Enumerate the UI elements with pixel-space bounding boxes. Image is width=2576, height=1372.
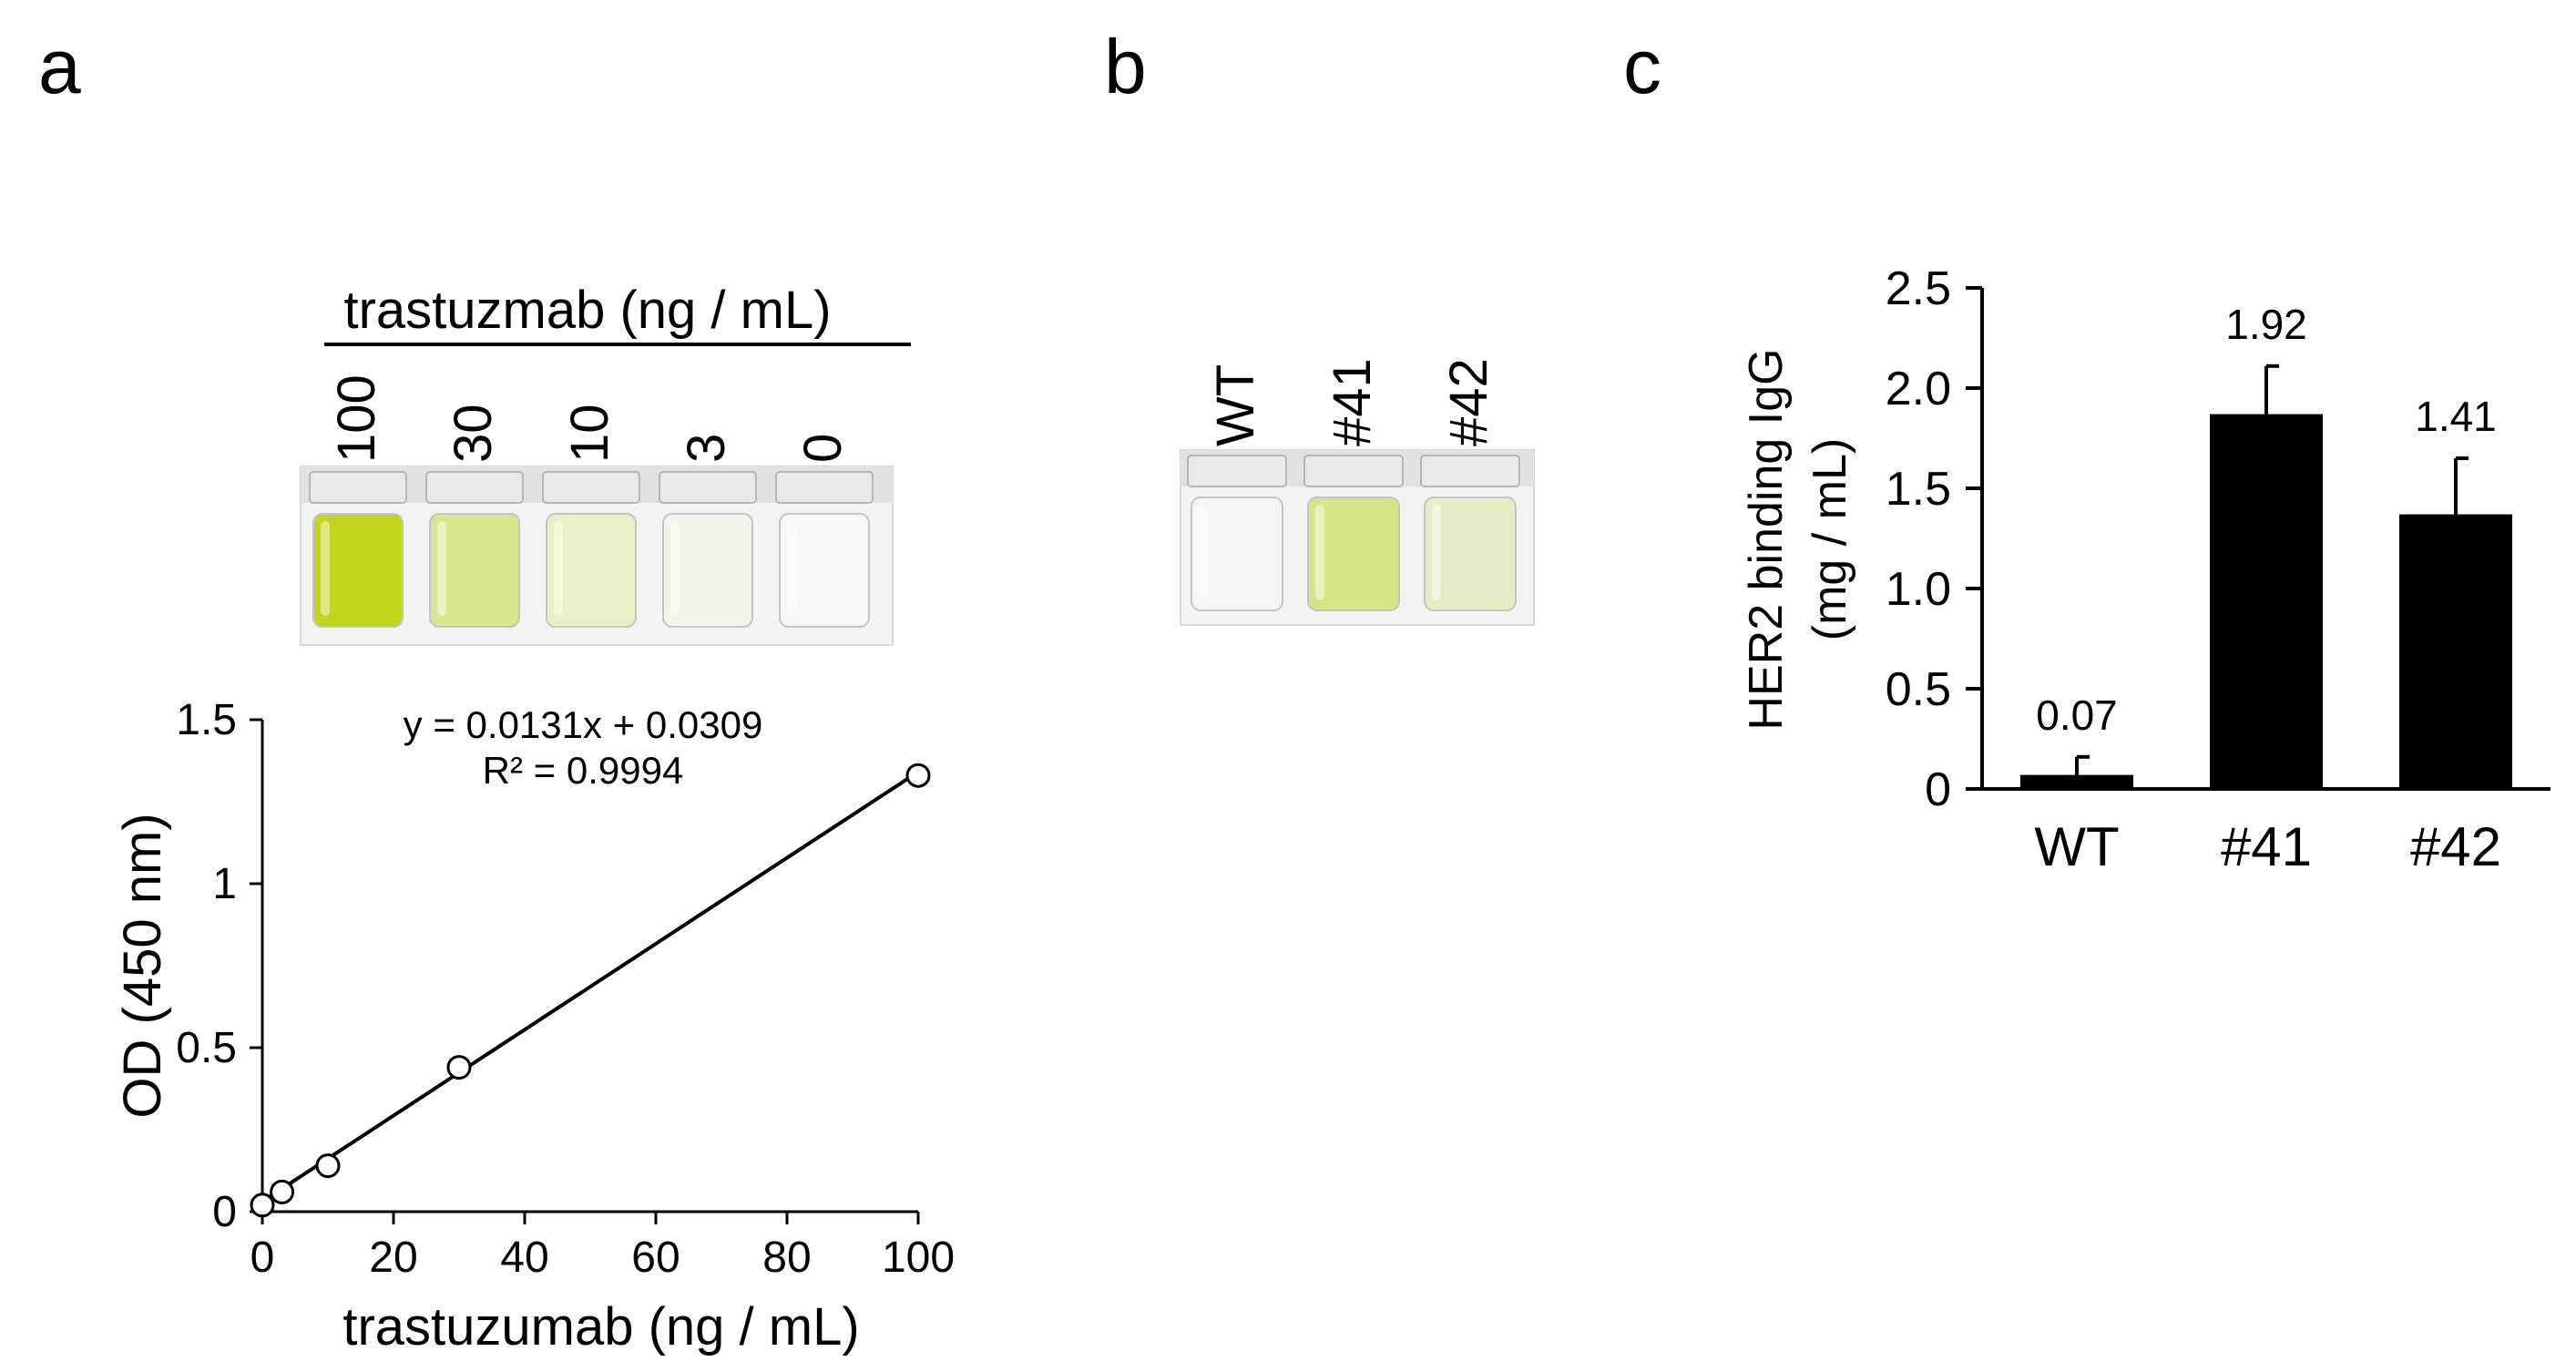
x-tick-label: 80	[762, 1234, 811, 1282]
vial-cap	[1187, 455, 1287, 487]
data-point	[250, 1193, 275, 1218]
vial	[1191, 497, 1283, 611]
vial-label: #42	[1439, 358, 1498, 446]
x-tick-label: 100	[882, 1234, 955, 1282]
vial-cap	[1303, 455, 1404, 487]
y-tick-label: 1.0	[1886, 563, 1951, 616]
bar	[2399, 514, 2512, 789]
x-category-label: #41	[2221, 816, 2312, 877]
bar	[2020, 774, 2133, 789]
chart-a-y-axis-label: OD (450 nm)	[113, 813, 172, 1118]
vial-label: #41	[1323, 358, 1382, 446]
x-tick-label: 60	[631, 1234, 680, 1282]
bar-value-label: 1.92	[2225, 301, 2307, 348]
standard-curve-axes: 0 20 40 60 80 100 0 0.5 1 1.5	[176, 696, 955, 1282]
vial	[1424, 497, 1517, 611]
bar-value-label: 0.07	[2036, 691, 2118, 739]
fit-equation: y = 0.0131x + 0.0309	[404, 703, 763, 746]
standard-curve-chart: 0 20 40 60 80 100 0 0.5 1 1.5 y = 0.0131x + 0.030…	[113, 696, 955, 1357]
photo-a-labels: 100 30 10 3 0	[327, 374, 853, 463]
vial-photo-a: trastuzmab (ng / mL) 100 30 10 3 0	[300, 281, 911, 646]
vial-label: 10	[560, 404, 619, 463]
y-tick-label: 1.5	[176, 696, 237, 744]
vial-label: 3	[677, 434, 736, 463]
y-tick-label: 0.5	[176, 1024, 237, 1072]
standard-curve-fit	[261, 770, 920, 1203]
vial-label: 0	[793, 434, 853, 463]
y-tick-label: 2.5	[1886, 262, 1951, 315]
y-tick-label: 1.5	[1886, 463, 1951, 516]
fit-r-squared: R² = 0.9994	[483, 749, 684, 792]
chart-c-y-axis-label-line2: (mg / mL)	[1804, 438, 1856, 640]
vial-cap	[659, 471, 757, 504]
chart-c-y-axis-label-line1: HER2 binding IgG	[1740, 348, 1793, 730]
vial-highlight	[437, 521, 446, 616]
y-tick-label: 2.0	[1886, 363, 1951, 415]
panel-letter-c: c	[1623, 24, 1661, 109]
vial-highlight	[1199, 505, 1208, 599]
panel-letter-b: b	[1104, 24, 1147, 109]
vial	[662, 513, 753, 628]
vial	[312, 513, 404, 628]
vial-photo-b: WT #41 #42	[1180, 358, 1535, 626]
y-tick-label: 0.5	[1886, 663, 1951, 716]
photo-b-labels: WT #41 #42	[1206, 358, 1498, 446]
vial-cap	[309, 471, 407, 504]
vial-highlight	[670, 521, 680, 616]
data-point	[270, 1179, 295, 1204]
vial-highlight	[321, 521, 330, 616]
vials-a	[309, 471, 874, 628]
vial-highlight	[1432, 505, 1441, 599]
vial-highlight	[554, 521, 563, 616]
vial-label: 100	[327, 374, 386, 463]
vial	[429, 513, 520, 628]
data-point	[446, 1055, 472, 1080]
chart-a-x-axis-label: trastuzumab (ng / mL)	[342, 1297, 859, 1357]
x-category-label: WT	[2034, 816, 2119, 877]
bar	[2210, 414, 2323, 789]
photo-a-header: trastuzmab (ng / mL)	[343, 281, 831, 340]
vial-highlight	[1315, 505, 1324, 599]
vial-cap	[425, 471, 524, 504]
vial-label: WT	[1206, 364, 1265, 446]
fit-line	[261, 770, 920, 1203]
data-point	[905, 763, 931, 788]
x-tick-label: 20	[369, 1234, 417, 1282]
standard-curve-points	[250, 763, 931, 1218]
vial	[1307, 497, 1400, 611]
vial	[546, 513, 637, 628]
vial-cap	[1420, 455, 1520, 487]
vial-cap	[542, 471, 640, 504]
x-tick-label: 40	[500, 1234, 548, 1282]
vial-label: 30	[444, 404, 503, 463]
bar-chart-bars: 0.07 WT 1.92 #41 1.41 #42	[2020, 301, 2512, 877]
her2-igg-bar-chart: 0 0.5 1.0 1.5 2.0 2.5 0.07 WT 1.92 #41 1.41 #42 HE…	[1740, 262, 2550, 877]
vial-cap	[775, 471, 874, 504]
x-category-label: #42	[2410, 816, 2501, 877]
bar-value-label: 1.41	[2415, 393, 2497, 440]
y-tick-label: 1	[212, 860, 237, 908]
panel-letter-a: a	[38, 24, 81, 109]
data-point	[315, 1153, 341, 1179]
y-tick-label: 0	[1925, 763, 1951, 816]
y-tick-label: 0	[212, 1188, 237, 1236]
vial	[779, 513, 870, 628]
x-tick-label: 0	[250, 1234, 275, 1282]
vial-highlight	[787, 521, 796, 616]
vials-b	[1187, 455, 1520, 611]
